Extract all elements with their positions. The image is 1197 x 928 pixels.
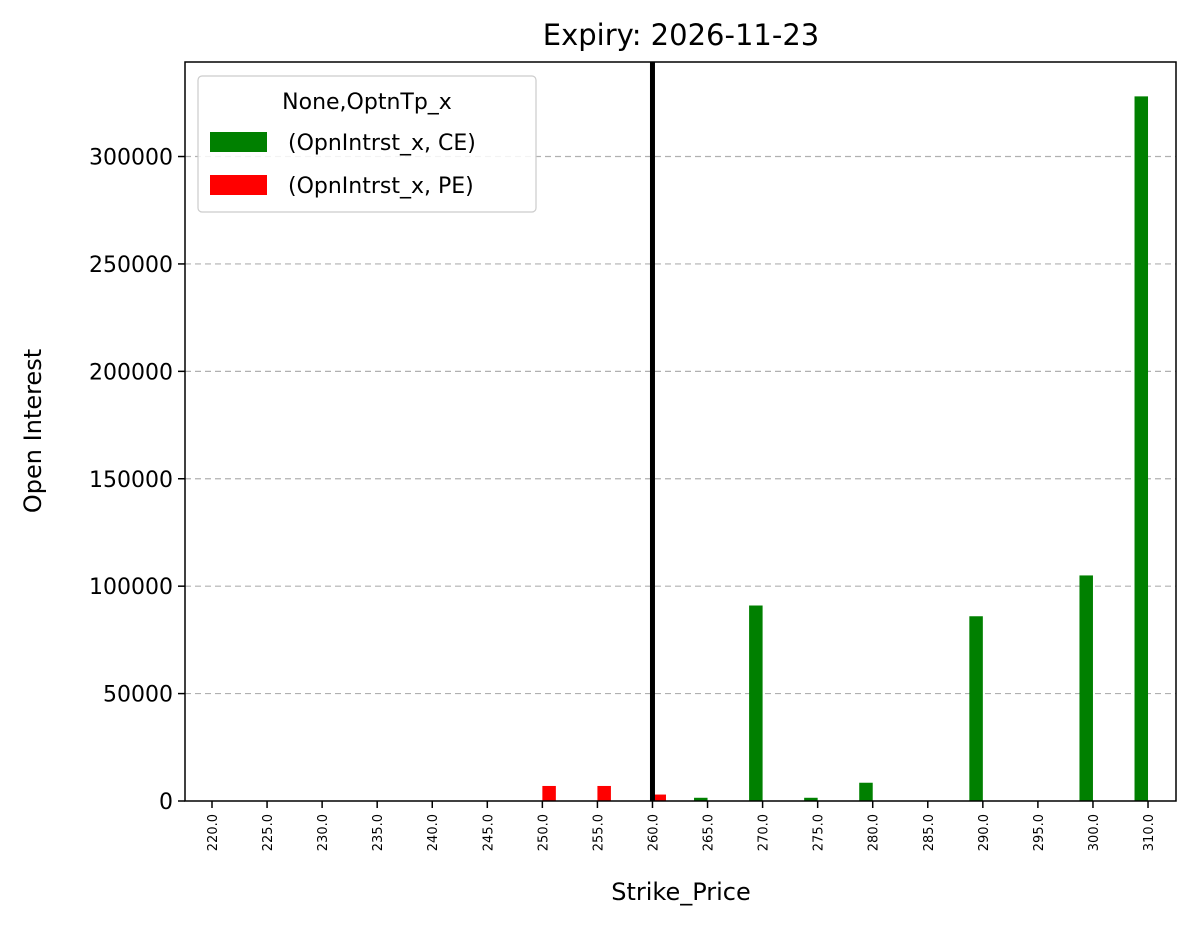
grid-lines (185, 155, 1176, 695)
legend-title: None,OptnTp_x (282, 90, 452, 115)
y-axis-label: Open Interest (19, 349, 47, 513)
bar (597, 785, 611, 801)
x-tick-label: 260.0 (646, 814, 661, 851)
y-tick-label: 50000 (103, 683, 173, 708)
legend-swatch (210, 132, 267, 152)
legend: None,OptnTp_x (OpnIntrst_x, CE) (OpnIntrst… (197, 75, 537, 213)
y-tick-label: 0 (159, 790, 173, 815)
y-tick-label: 300000 (89, 146, 173, 171)
x-tick-label: 240.0 (426, 814, 441, 851)
x-tick-label: 220.0 (206, 814, 221, 851)
legend-swatch (210, 175, 267, 195)
x-tick-label: 235.0 (371, 814, 386, 851)
x-tick-label: 295.0 (1032, 814, 1047, 851)
x-tick-label: 230.0 (316, 814, 331, 851)
bar (804, 797, 818, 801)
bar (1134, 96, 1149, 802)
x-tick-label: 250.0 (536, 814, 551, 851)
bar (542, 785, 556, 801)
y-axis: 0 50000 100000 150000 200000 250000 300000 (89, 146, 185, 815)
y-tick-label: 200000 (89, 360, 173, 385)
legend-box (197, 75, 537, 213)
x-tick-label: 290.0 (977, 814, 992, 851)
x-tick-label: 225.0 (261, 814, 276, 851)
x-tick-label: 270.0 (757, 814, 772, 851)
bar (694, 797, 708, 801)
x-tick-label: 255.0 (591, 814, 606, 851)
bars (542, 96, 1149, 802)
x-tick-label: 285.0 (922, 814, 937, 851)
bar (652, 794, 666, 801)
x-tick-label: 245.0 (481, 814, 496, 851)
bar (859, 782, 873, 801)
bar (1079, 575, 1093, 801)
y-tick-label: 250000 (89, 253, 173, 278)
y-tick-label: 100000 (89, 575, 173, 600)
bar (969, 616, 983, 801)
legend-entry-label: (OpnIntrst_x, CE) (288, 131, 476, 156)
x-tick-label: 275.0 (812, 814, 827, 851)
x-axis: 220.0 225.0 230.0 235.0 240.0 245.0 250.0 255.0… (206, 801, 1157, 851)
x-tick-label: 265.0 (702, 814, 717, 851)
x-tick-label: 280.0 (867, 814, 882, 851)
x-axis-label: Strike_Price (611, 878, 751, 906)
y-tick-label: 150000 (89, 468, 173, 493)
x-tick-label: 310.0 (1142, 814, 1157, 851)
chart-title: Expiry: 2026-11-23 (543, 18, 819, 52)
plot-frame (184, 61, 1177, 802)
legend-entry-label: (OpnIntrst_x, PE) (288, 174, 474, 199)
x-tick-label: 300.0 (1087, 814, 1102, 851)
bar (749, 605, 763, 801)
